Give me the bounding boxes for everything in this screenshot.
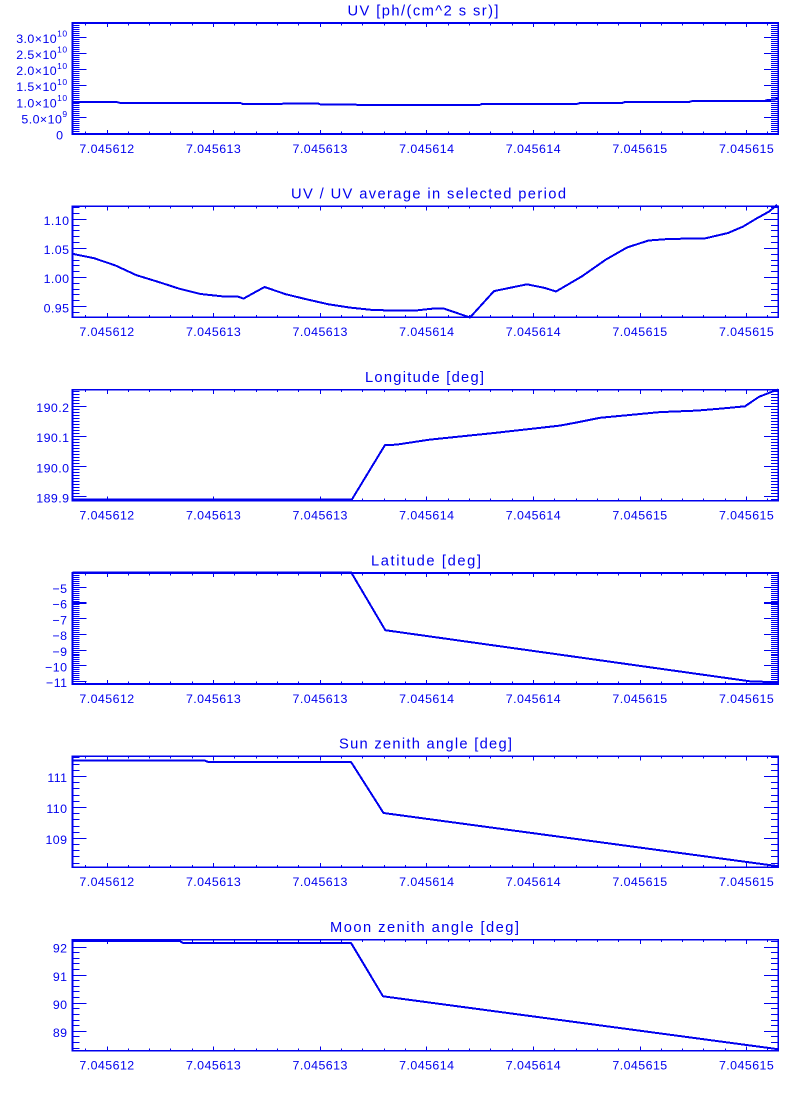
svg-text:7.045613: 7.045613 xyxy=(186,1059,241,1073)
svg-text:1.5×1010: 1.5×1010 xyxy=(16,77,67,94)
svg-text:190.1: 190.1 xyxy=(36,431,69,445)
svg-text:7.045613: 7.045613 xyxy=(186,325,241,339)
svg-text:7.045613: 7.045613 xyxy=(293,325,348,339)
svg-text:190.0: 190.0 xyxy=(36,461,69,475)
svg-text:7.045612: 7.045612 xyxy=(79,692,134,706)
svg-text:7.045613: 7.045613 xyxy=(293,509,348,523)
svg-text:111: 111 xyxy=(47,771,67,785)
svg-text:7.045614: 7.045614 xyxy=(506,1059,561,1073)
svg-text:7.045613: 7.045613 xyxy=(186,692,241,706)
svg-text:7.045613: 7.045613 xyxy=(293,875,348,889)
svg-text:3.0×1010: 3.0×1010 xyxy=(16,29,67,46)
svg-text:7.045614: 7.045614 xyxy=(506,692,561,706)
svg-text:7.045615: 7.045615 xyxy=(612,1059,667,1073)
svg-text:7.045615: 7.045615 xyxy=(719,509,774,523)
svg-text:7.045615: 7.045615 xyxy=(612,142,667,156)
svg-text:110: 110 xyxy=(46,802,67,816)
svg-text:7.045615: 7.045615 xyxy=(612,692,667,706)
svg-text:−10: −10 xyxy=(45,661,67,675)
svg-text:7.045614: 7.045614 xyxy=(506,509,561,523)
svg-text:7.045612: 7.045612 xyxy=(79,875,134,889)
svg-text:7.045615: 7.045615 xyxy=(719,1059,774,1073)
svg-text:7.045612: 7.045612 xyxy=(79,142,134,156)
svg-text:0.95: 0.95 xyxy=(44,301,70,315)
svg-text:89: 89 xyxy=(53,1026,68,1040)
svg-text:7.045614: 7.045614 xyxy=(506,142,561,156)
svg-text:1.05: 1.05 xyxy=(44,243,70,257)
svg-text:Sun zenith angle [deg]: Sun zenith angle [deg] xyxy=(339,737,512,753)
svg-text:Longitude [deg]: Longitude [deg] xyxy=(365,370,484,386)
svg-text:7.045613: 7.045613 xyxy=(186,509,241,523)
svg-text:7.045614: 7.045614 xyxy=(399,1059,454,1073)
svg-text:190.2: 190.2 xyxy=(36,401,69,415)
svg-text:UV [ph/(cm^2 s sr)]: UV [ph/(cm^2 s sr)] xyxy=(348,3,499,19)
svg-text:2.5×1010: 2.5×1010 xyxy=(16,45,67,62)
svg-text:109: 109 xyxy=(45,833,67,847)
svg-text:1.10: 1.10 xyxy=(44,214,70,228)
svg-text:7.045613: 7.045613 xyxy=(186,142,241,156)
svg-text:UV / UV average in selected pe: UV / UV average in selected period xyxy=(291,187,566,203)
svg-text:7.045615: 7.045615 xyxy=(719,142,774,156)
svg-text:91: 91 xyxy=(53,970,68,984)
svg-text:Latitude [deg]: Latitude [deg] xyxy=(371,553,481,569)
svg-text:7.045612: 7.045612 xyxy=(79,509,134,523)
svg-text:Moon zenith angle [deg]: Moon zenith angle [deg] xyxy=(330,920,519,936)
svg-text:7.045614: 7.045614 xyxy=(506,875,561,889)
svg-text:7.045615: 7.045615 xyxy=(719,692,774,706)
svg-text:90: 90 xyxy=(53,998,68,1012)
svg-text:7.045613: 7.045613 xyxy=(293,1059,348,1073)
svg-text:0: 0 xyxy=(56,128,63,142)
svg-text:7.045613: 7.045613 xyxy=(293,142,348,156)
svg-text:7.045614: 7.045614 xyxy=(399,692,454,706)
svg-text:7.045615: 7.045615 xyxy=(612,325,667,339)
svg-text:7.045615: 7.045615 xyxy=(612,875,667,889)
svg-text:5.0×109: 5.0×109 xyxy=(21,109,67,126)
svg-text:−5: −5 xyxy=(52,582,67,596)
svg-text:7.045614: 7.045614 xyxy=(399,325,454,339)
svg-text:7.045614: 7.045614 xyxy=(399,875,454,889)
svg-text:92: 92 xyxy=(53,942,68,956)
svg-text:−8: −8 xyxy=(52,629,67,643)
svg-text:7.045612: 7.045612 xyxy=(79,325,134,339)
svg-text:7.045614: 7.045614 xyxy=(399,509,454,523)
svg-text:1.00: 1.00 xyxy=(44,272,70,286)
svg-text:7.045612: 7.045612 xyxy=(79,1059,134,1073)
svg-text:−9: −9 xyxy=(52,645,67,659)
svg-text:7.045615: 7.045615 xyxy=(719,875,774,889)
svg-text:7.045613: 7.045613 xyxy=(186,875,241,889)
svg-text:7.045615: 7.045615 xyxy=(612,509,667,523)
svg-text:−6: −6 xyxy=(52,598,67,612)
svg-text:189.9: 189.9 xyxy=(36,491,69,505)
svg-text:7.045613: 7.045613 xyxy=(293,692,348,706)
svg-text:7.045614: 7.045614 xyxy=(506,325,561,339)
svg-text:7.045615: 7.045615 xyxy=(719,325,774,339)
svg-text:−7: −7 xyxy=(52,613,67,627)
svg-text:1.0×1010: 1.0×1010 xyxy=(16,93,67,110)
svg-text:7.045614: 7.045614 xyxy=(399,142,454,156)
svg-text:−11: −11 xyxy=(46,676,67,690)
svg-text:2.0×1010: 2.0×1010 xyxy=(16,61,67,78)
